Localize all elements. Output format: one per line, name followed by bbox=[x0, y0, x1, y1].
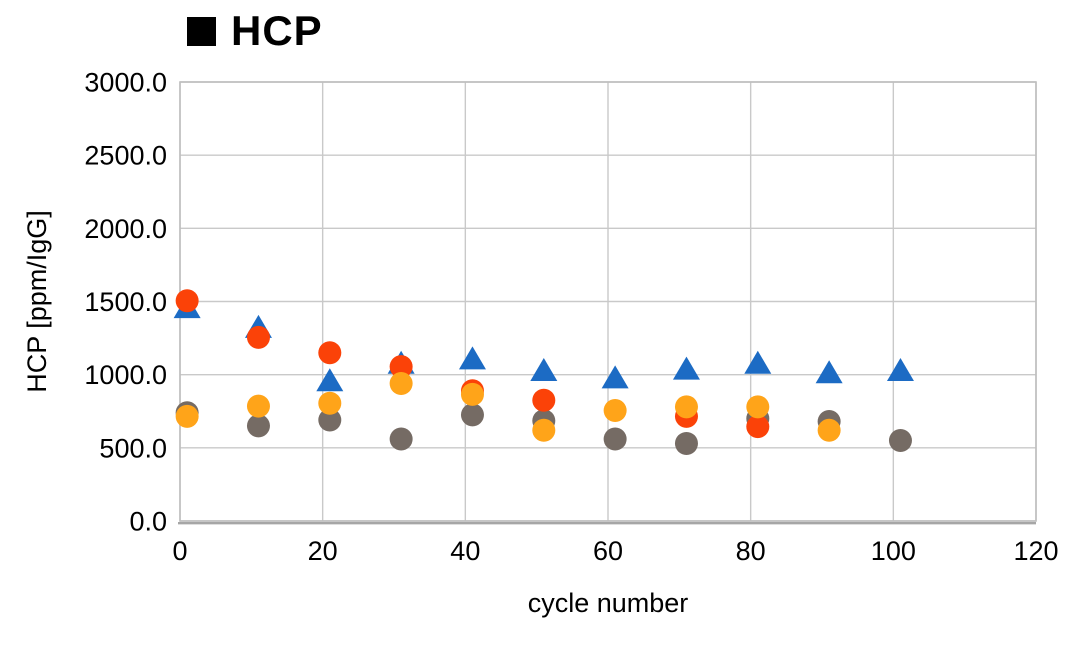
y-tick-label: 1000.0 bbox=[84, 360, 167, 390]
y-tick-label: 2500.0 bbox=[84, 141, 167, 171]
data-point-amber-circles bbox=[532, 418, 556, 442]
data-point-gray-circles bbox=[603, 427, 627, 451]
x-tick-label: 20 bbox=[308, 536, 338, 566]
data-point-gray-circles bbox=[318, 408, 342, 432]
data-point-blue-triangles bbox=[886, 358, 914, 382]
data-point-gray-circles bbox=[460, 403, 484, 427]
data-point-gray-circles bbox=[888, 429, 912, 453]
data-point-red-orange-circles bbox=[389, 355, 413, 379]
data-point-amber-circles bbox=[603, 399, 627, 423]
data-point-blue-triangles bbox=[744, 350, 772, 374]
data-point-blue-triangles bbox=[316, 368, 344, 392]
x-tick-label: 100 bbox=[871, 536, 916, 566]
x-tick-label: 60 bbox=[593, 536, 623, 566]
x-tick-label: 80 bbox=[736, 536, 766, 566]
data-point-amber-circles bbox=[175, 404, 199, 428]
y-axis-title: HCP [ppm/IgG] bbox=[22, 210, 52, 393]
y-tick-label: 500.0 bbox=[99, 433, 167, 463]
data-point-blue-triangles bbox=[530, 358, 558, 382]
data-point-gray-circles bbox=[674, 431, 698, 455]
x-tick-label: 0 bbox=[172, 536, 187, 566]
chart-title: HCP bbox=[187, 10, 323, 52]
data-point-amber-circles bbox=[674, 395, 698, 419]
data-point-amber-circles bbox=[318, 391, 342, 415]
y-tick-label: 3000.0 bbox=[84, 68, 167, 98]
black-square-icon bbox=[187, 16, 216, 46]
data-point-amber-circles bbox=[817, 418, 841, 442]
x-tick-label: 40 bbox=[450, 536, 480, 566]
data-point-gray-circles bbox=[246, 414, 270, 438]
data-point-red-orange-circles bbox=[746, 415, 770, 439]
data-point-blue-triangles bbox=[672, 356, 700, 380]
data-point-red-orange-circles bbox=[532, 388, 556, 412]
data-point-amber-circles bbox=[246, 394, 270, 418]
data-point-amber-circles bbox=[389, 371, 413, 395]
y-tick-label: 2000.0 bbox=[84, 214, 167, 244]
chart-title-text: HCP bbox=[231, 7, 323, 54]
data-point-blue-triangles bbox=[815, 360, 843, 384]
data-point-red-orange-circles bbox=[318, 341, 342, 365]
data-point-red-orange-circles bbox=[246, 325, 270, 349]
data-point-blue-triangles bbox=[458, 346, 486, 370]
x-axis-title: cycle number bbox=[528, 588, 689, 618]
x-tick-label: 120 bbox=[1013, 536, 1058, 566]
data-point-amber-circles bbox=[746, 395, 770, 419]
data-point-blue-triangles bbox=[601, 365, 629, 389]
y-tick-label: 1500.0 bbox=[84, 287, 167, 317]
y-tick-label: 0.0 bbox=[129, 507, 167, 537]
data-point-amber-circles bbox=[460, 382, 484, 406]
data-point-gray-circles bbox=[389, 427, 413, 451]
data-point-red-orange-circles bbox=[175, 289, 199, 313]
